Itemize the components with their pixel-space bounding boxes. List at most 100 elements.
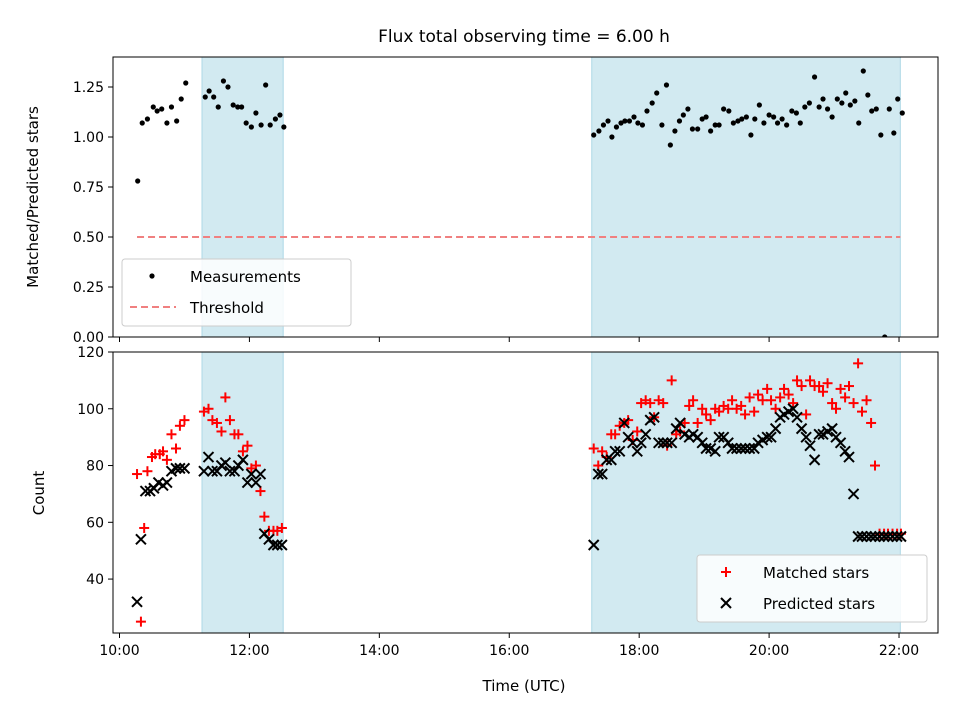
measurement-point bbox=[703, 114, 709, 120]
matched-star-marker bbox=[844, 381, 855, 392]
predicted-star-marker bbox=[245, 468, 258, 480]
measurement-point bbox=[756, 102, 762, 108]
matched-star-marker bbox=[132, 469, 143, 480]
predicted-star-marker bbox=[860, 530, 873, 543]
matched-star-marker bbox=[588, 443, 599, 454]
measurement-point bbox=[761, 120, 767, 126]
measurement-point bbox=[708, 128, 714, 134]
measurement-point bbox=[730, 120, 736, 126]
predicted-star-marker bbox=[609, 445, 621, 458]
matched-star-marker bbox=[697, 403, 708, 414]
predicted-star-marker bbox=[726, 442, 738, 455]
predicted-star-marker bbox=[839, 445, 851, 458]
y-tick-label: 100 bbox=[77, 402, 104, 418]
predicted-star-marker bbox=[674, 417, 686, 429]
predicted-star-marker bbox=[241, 476, 254, 489]
measurement-point bbox=[721, 106, 727, 112]
predicted-star-marker bbox=[631, 445, 643, 458]
matched-star-marker bbox=[796, 381, 807, 392]
measurement-point bbox=[258, 122, 264, 128]
predicted-star-marker bbox=[843, 451, 855, 463]
predicted-star-marker bbox=[735, 442, 747, 455]
predicted-star-marker bbox=[219, 456, 232, 469]
measurement-point bbox=[856, 120, 862, 126]
measurement-point bbox=[735, 118, 741, 124]
measurement-point bbox=[743, 114, 749, 120]
measurement-point bbox=[215, 104, 221, 110]
matched-star-marker bbox=[242, 440, 253, 451]
measurement-point bbox=[253, 110, 259, 116]
predicted-star-marker bbox=[250, 476, 262, 489]
matched-star-marker bbox=[783, 389, 794, 400]
predicted-star-marker bbox=[198, 465, 210, 477]
measurement-point bbox=[277, 112, 283, 118]
measurement-point bbox=[667, 142, 673, 148]
measurement-point bbox=[843, 90, 849, 96]
measurement-point bbox=[654, 90, 660, 96]
measurement-point bbox=[726, 108, 732, 114]
predicted-star-marker bbox=[886, 530, 899, 543]
measurement-point bbox=[793, 110, 799, 116]
top-axes-frame bbox=[112, 56, 939, 338]
matched-star-marker bbox=[203, 403, 214, 414]
y-tick-label: 0.00 bbox=[73, 330, 104, 346]
matched-star-marker bbox=[869, 460, 880, 471]
matched-star-marker bbox=[224, 415, 235, 426]
matched-star-marker bbox=[840, 392, 851, 403]
y-axis-label: Matched/Predicted stars bbox=[24, 106, 42, 288]
predicted-star-marker bbox=[804, 439, 816, 452]
measurement-point bbox=[631, 114, 637, 120]
matched-star-marker bbox=[688, 395, 699, 406]
predicted-star-marker bbox=[852, 530, 864, 543]
matched-star-marker bbox=[233, 429, 244, 440]
shaded-span-1 bbox=[201, 351, 284, 634]
chart-title: Flux total observing time = 6.00 h bbox=[378, 27, 670, 47]
measurement-point bbox=[174, 118, 180, 124]
predicted-star-marker bbox=[709, 445, 721, 458]
predicted-star-marker bbox=[865, 530, 877, 543]
predicted-star-marker bbox=[869, 530, 881, 543]
measurement-point bbox=[712, 122, 718, 128]
x-tick-label: 18:00 bbox=[619, 643, 659, 659]
predicted-star-marker bbox=[700, 442, 712, 455]
measurement-point bbox=[663, 82, 670, 88]
matched-star-marker bbox=[762, 383, 773, 394]
predicted-star-marker bbox=[639, 428, 652, 441]
predicted-star-marker bbox=[657, 437, 669, 449]
legend-label: Predicted stars bbox=[763, 595, 875, 613]
matched-star-marker bbox=[827, 398, 838, 409]
measurement-point bbox=[659, 122, 665, 128]
predicted-star-marker bbox=[588, 539, 600, 551]
predicted-star-marker bbox=[882, 530, 894, 543]
predicted-star-marker bbox=[713, 431, 725, 443]
measurement-point bbox=[886, 106, 892, 112]
matched-star-marker bbox=[757, 395, 768, 406]
predicted-star-marker bbox=[170, 462, 182, 475]
legend-predicted-marker bbox=[720, 597, 732, 609]
matched-star-marker bbox=[705, 415, 716, 426]
predicted-star-marker bbox=[661, 437, 673, 449]
y-axis-label: Count bbox=[30, 471, 48, 516]
measurement-point bbox=[676, 118, 683, 124]
predicted-star-marker bbox=[635, 437, 647, 449]
matched-star-marker bbox=[856, 406, 867, 417]
matched-star-marker bbox=[171, 443, 182, 454]
measurement-point bbox=[806, 100, 812, 106]
measurement-point bbox=[605, 118, 611, 124]
matched-star-marker bbox=[749, 406, 760, 417]
legend-box bbox=[696, 554, 928, 623]
measurement-point bbox=[752, 116, 758, 122]
measurement-point bbox=[882, 334, 888, 337]
predicted-star-marker bbox=[808, 454, 821, 466]
matched-star-marker bbox=[701, 409, 712, 420]
matched-star-marker bbox=[714, 406, 725, 417]
matched-star-marker bbox=[835, 383, 846, 394]
matched-star-marker bbox=[818, 386, 829, 397]
predicted-star-marker bbox=[135, 533, 147, 546]
predicted-star-marker bbox=[730, 442, 743, 455]
measurement-point bbox=[220, 78, 227, 84]
matched-star-marker bbox=[276, 522, 287, 533]
predicted-star-marker bbox=[139, 485, 152, 497]
predicted-star-marker bbox=[596, 468, 608, 480]
